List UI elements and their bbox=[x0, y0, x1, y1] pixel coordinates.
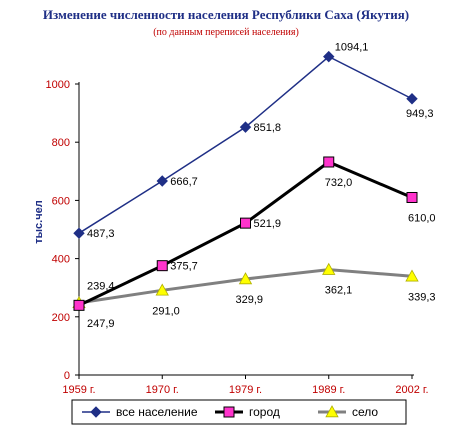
y-tick-label: 0 bbox=[64, 370, 70, 382]
data-point bbox=[73, 299, 85, 311]
legend-label: город bbox=[249, 405, 280, 419]
y-tick-label: 400 bbox=[52, 254, 70, 266]
data-point bbox=[323, 50, 335, 63]
legend: все население город село bbox=[82, 405, 378, 419]
data-label: 362,1 bbox=[325, 285, 353, 297]
x-ticks: 1959 г. 1970 г. 1979 г. 1989 г. 2002 г. bbox=[62, 375, 429, 396]
data-point bbox=[405, 269, 419, 282]
data-point bbox=[238, 272, 253, 285]
y-tick-label: 1000 bbox=[46, 79, 70, 91]
y-tick-label: 600 bbox=[52, 195, 70, 207]
data-label: 375,7 bbox=[170, 261, 198, 273]
data-label: 239,4 bbox=[87, 280, 115, 292]
data-label: 329,9 bbox=[236, 294, 264, 306]
y-axis-label: тыс.чел bbox=[33, 200, 45, 243]
series-line bbox=[78, 55, 413, 234]
data-point bbox=[323, 156, 335, 168]
legend-label: все население bbox=[116, 405, 198, 419]
data-point bbox=[406, 93, 418, 105]
chart-title: Изменение численности населения Республи… bbox=[43, 7, 409, 22]
data-label: 339,3 bbox=[408, 291, 436, 303]
data-label: 1094,1 bbox=[335, 42, 369, 54]
data-label: 291,0 bbox=[152, 305, 180, 317]
data-label: 521,9 bbox=[254, 218, 282, 230]
data-point bbox=[240, 217, 251, 229]
data-point bbox=[156, 260, 168, 272]
x-tick-label: 2002 г. bbox=[395, 384, 428, 396]
x-tick-label: 1979 г. bbox=[229, 384, 262, 396]
data-point bbox=[156, 175, 168, 187]
y-ticks: 0 200 400 600 800 1000 bbox=[46, 79, 79, 382]
legend-label: село bbox=[352, 405, 378, 419]
data-point bbox=[322, 262, 336, 275]
chart-subtitle: (по данным переписей населения) bbox=[153, 27, 299, 38]
data-label: 487,3 bbox=[87, 228, 115, 240]
y-tick-label: 800 bbox=[52, 137, 70, 149]
data-point bbox=[73, 227, 85, 239]
data-label: 610,0 bbox=[408, 212, 436, 224]
x-tick-label: 1959 г. bbox=[62, 384, 95, 396]
data-point bbox=[155, 283, 169, 296]
x-tick-label: 1989 г. bbox=[312, 384, 345, 396]
legend-marker bbox=[90, 406, 102, 418]
series-layer bbox=[72, 50, 419, 311]
data-label: 247,9 bbox=[87, 318, 115, 330]
x-tick-label: 1970 г. bbox=[146, 384, 179, 396]
data-point bbox=[406, 191, 418, 203]
data-point bbox=[239, 121, 252, 133]
data-label: 732,0 bbox=[325, 177, 353, 189]
data-labels: 247,9 291,0 329,9 362,1 339,3 239,4 375,7 521,9… bbox=[87, 42, 436, 330]
data-label: 949,3 bbox=[406, 108, 434, 120]
data-label: 851,8 bbox=[254, 122, 282, 134]
legend-marker bbox=[223, 406, 235, 418]
legend-marker bbox=[325, 405, 339, 418]
y-tick-label: 200 bbox=[52, 312, 70, 324]
data-label: 666,7 bbox=[170, 176, 198, 188]
